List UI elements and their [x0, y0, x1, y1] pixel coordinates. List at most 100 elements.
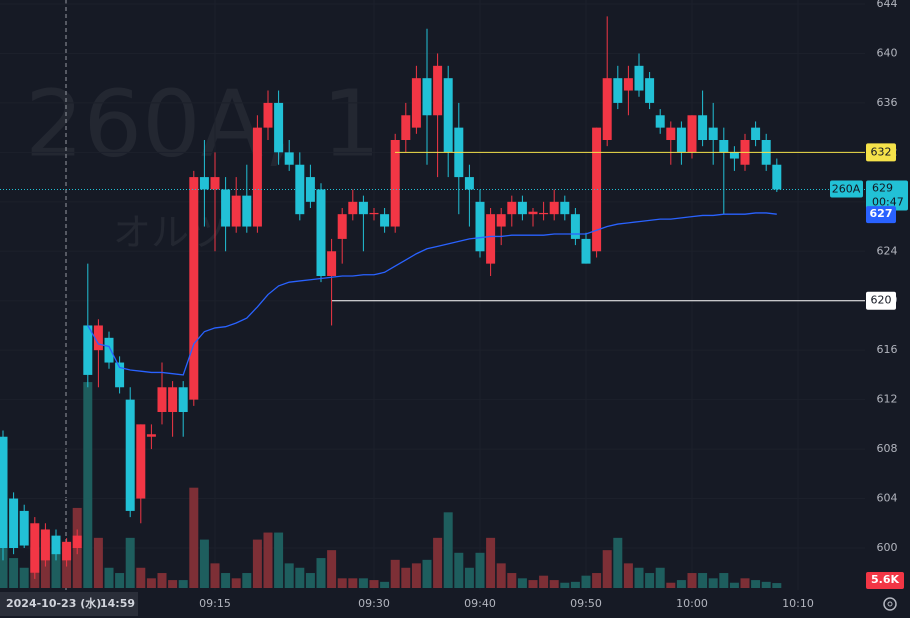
candle-body — [539, 212, 549, 215]
candle-body — [613, 78, 623, 103]
volume-label: 5.6K — [871, 573, 899, 586]
candle-body — [517, 201, 527, 215]
volume-bar — [136, 567, 146, 588]
watermark-name: オルツ — [113, 211, 227, 255]
volume-bar — [168, 580, 178, 588]
candle-body — [62, 541, 72, 561]
candle-body — [295, 164, 305, 215]
volume-bar — [708, 578, 718, 588]
y-tick-label: 644 — [877, 0, 898, 10]
candle-body — [751, 127, 761, 140]
volume-bar — [433, 537, 443, 588]
candle-body — [380, 214, 390, 227]
time-axis — [0, 590, 865, 618]
volume-bar — [422, 559, 432, 588]
white-line-box — [866, 291, 896, 310]
candle-body — [210, 177, 220, 190]
volume-bar — [411, 563, 421, 588]
candle-body — [221, 189, 231, 227]
x-tick-label: 09:30 — [358, 597, 390, 610]
volume-bar — [295, 567, 305, 588]
candle-body — [115, 362, 125, 388]
volume-bar — [178, 580, 188, 588]
y-tick-label: 636 — [877, 96, 898, 109]
settings-button[interactable] — [883, 597, 897, 611]
candle-body — [528, 211, 538, 215]
last-price-label: 629 — [872, 181, 893, 194]
candle-body — [348, 201, 358, 215]
candle-body — [157, 387, 167, 412]
volume-bar — [507, 573, 517, 588]
candle-body — [168, 387, 178, 412]
volume-bar — [772, 583, 782, 588]
volume-bar — [125, 537, 135, 588]
volume-bar — [570, 581, 580, 588]
candle-body — [401, 115, 411, 140]
volume-bar — [560, 582, 570, 588]
volume-bar — [517, 578, 527, 588]
candle-body — [729, 152, 739, 159]
y-tick-label: 616 — [877, 343, 898, 356]
volume-bar — [19, 567, 29, 588]
white-line-label: 620 — [871, 294, 892, 307]
volume-bar — [358, 578, 368, 588]
candle-body — [422, 78, 432, 116]
volume-bar — [645, 573, 655, 588]
candle-body — [443, 78, 453, 153]
volume-bar — [549, 580, 559, 588]
watermark-symbol: 260A, 1 — [25, 70, 381, 177]
volume-bar — [729, 582, 739, 588]
volume-bar — [284, 563, 294, 588]
yellow-line-label: 632 — [871, 145, 892, 158]
candle-body — [570, 214, 580, 239]
volume-box — [866, 572, 904, 589]
volume-bar — [666, 582, 676, 588]
candle-body — [242, 195, 252, 227]
volume-bar — [221, 573, 231, 588]
volume-bar — [719, 573, 729, 588]
volume-bar — [83, 382, 93, 588]
volume-bar — [698, 573, 708, 588]
volume-bar — [189, 487, 199, 588]
volume-bar — [687, 573, 697, 588]
candle-body — [136, 424, 146, 499]
y-tick-label: 612 — [877, 393, 898, 406]
symbol-label: 260A — [832, 182, 861, 195]
candle-body — [104, 337, 114, 363]
volume-bar — [0, 547, 8, 588]
candle-body — [411, 78, 421, 128]
candle-body — [327, 251, 337, 276]
candle-body — [475, 201, 485, 252]
candle-body — [655, 115, 665, 128]
volume-bar — [93, 537, 103, 588]
candle-body — [581, 238, 591, 264]
volume-bar — [443, 512, 453, 588]
candle-body — [284, 152, 294, 165]
volume-bar — [231, 578, 241, 588]
volume-bar — [475, 552, 485, 588]
volume-bar — [539, 575, 549, 588]
candle-body — [369, 212, 379, 215]
candle-body — [30, 523, 40, 573]
y-tick-label: 604 — [877, 492, 898, 505]
vwap-box — [866, 206, 896, 224]
volume-bar — [486, 537, 496, 588]
candle-body — [698, 115, 708, 140]
volume-bar — [751, 580, 761, 588]
candle-body — [189, 177, 199, 400]
candle-body — [199, 177, 209, 190]
candle-body — [40, 529, 50, 561]
candle-body — [83, 325, 93, 375]
countdown-label: 00:47 — [872, 195, 904, 208]
settings-icon — [887, 601, 893, 607]
candle-body — [602, 78, 612, 140]
x-tick-label: 10:10 — [782, 597, 814, 610]
candle-body — [93, 325, 103, 351]
candle-body — [719, 140, 729, 153]
candle-body — [0, 436, 8, 548]
volume-bar — [380, 581, 390, 588]
x-tick-label: 09:40 — [464, 597, 496, 610]
volume-bar — [613, 537, 623, 588]
volume-bar — [305, 573, 315, 588]
volume-bar — [316, 558, 326, 588]
